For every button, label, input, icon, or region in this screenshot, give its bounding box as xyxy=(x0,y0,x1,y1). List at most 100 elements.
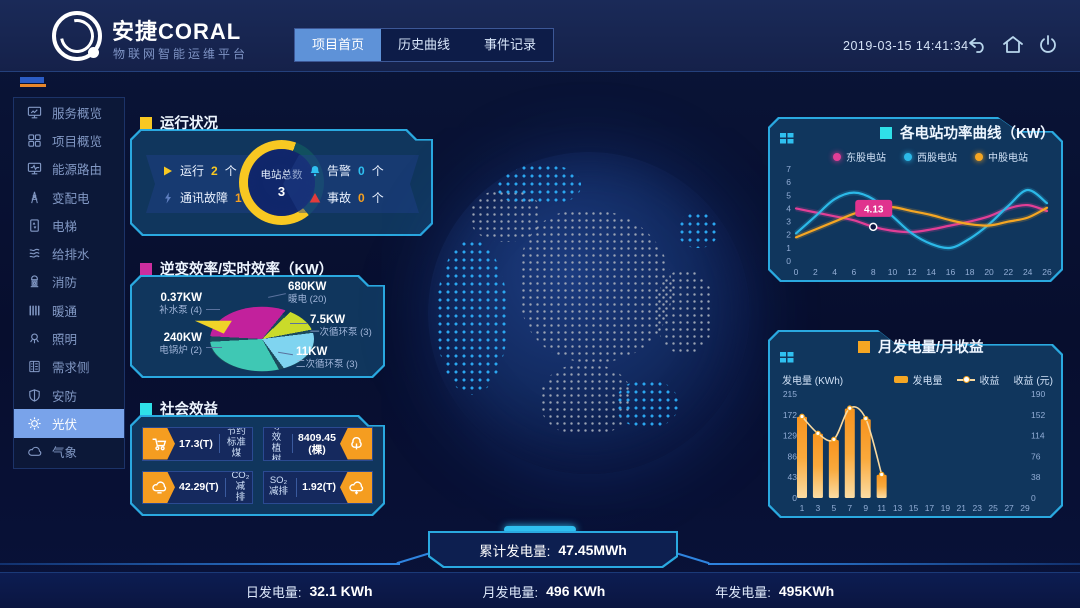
back-icon[interactable] xyxy=(966,33,990,57)
footer-accent-pill xyxy=(504,526,576,533)
co2-cloud-icon xyxy=(143,471,175,503)
sidebar-item-label: 气象 xyxy=(52,446,78,461)
donut-center-label: 电站总数 xyxy=(260,168,303,181)
monthly-bar-chart: 1 3 5 7 9 11 13 15 17 19 21 23 25 27 29215172129864301… xyxy=(783,389,1046,513)
svg-text:2: 2 xyxy=(813,267,818,277)
svg-text:5: 5 xyxy=(786,190,791,200)
legend-item-west[interactable]: 西股电站 xyxy=(904,149,957,164)
social-panel-title: 社会效益 xyxy=(140,398,218,419)
svg-text:152: 152 xyxy=(1031,410,1045,420)
svg-text:13: 13 xyxy=(893,503,903,513)
svg-text:26: 26 xyxy=(1042,267,1052,277)
social-panel: 17.3(T) 节约标准煤 等效植树 8409.45(棵) xyxy=(130,415,385,516)
sidebar-item-project-overview[interactable]: 项目概览 xyxy=(14,126,124,154)
tab-history-curve[interactable]: 历史曲线 xyxy=(398,37,451,52)
svg-text:20: 20 xyxy=(984,267,994,277)
svg-text:22: 22 xyxy=(1004,267,1014,277)
bell-icon xyxy=(309,165,321,177)
svg-text:4: 4 xyxy=(832,267,837,277)
demand-doc-icon xyxy=(29,361,40,373)
svg-text:76: 76 xyxy=(1031,451,1041,461)
svg-text:3: 3 xyxy=(786,217,791,227)
title-bullet-icon xyxy=(140,262,152,275)
sidebar-item-demand-side[interactable]: 需求侧 xyxy=(14,353,124,381)
sidebar-item-photovoltaic[interactable]: 光伏 xyxy=(14,409,124,438)
power-curve-title: 各电站功率曲线（KW） xyxy=(880,122,1055,143)
svg-text:2: 2 xyxy=(786,230,791,240)
bolt-icon xyxy=(162,192,174,204)
legend-item-generation[interactable]: 发电量 xyxy=(893,372,943,387)
legend-item-middle[interactable]: 中股电站 xyxy=(975,149,1028,164)
legend-item-revenue[interactable]: 收益 xyxy=(956,372,1000,387)
table-toolbox-icon[interactable] xyxy=(780,352,794,363)
social-chip-coal: 17.3(T) 节约标准煤 xyxy=(142,427,253,461)
inverter-panel-title: 逆变效率/实时效率（KW） xyxy=(140,258,333,279)
sidebar-item-label: 暖通 xyxy=(52,304,78,319)
light-icon xyxy=(30,333,39,344)
power-tower-icon xyxy=(31,191,38,203)
home-icon[interactable] xyxy=(1001,33,1025,57)
status-right-group: 告警 0 个 事故 0 个 xyxy=(283,155,419,213)
header-divider xyxy=(0,71,1080,72)
sidebar-item-energy-routing[interactable]: 能源路由 xyxy=(14,155,124,183)
svg-text:3: 3 xyxy=(816,503,821,513)
pie-label-secondary-pump: 11KW 二次循环泵 (3) xyxy=(296,346,358,371)
solar-icon xyxy=(28,417,41,430)
status-panel-title: 运行状况 xyxy=(140,112,218,133)
total-generation-label: 累计发电量: xyxy=(479,543,551,559)
sidebar-item-lighting[interactable]: 照明 xyxy=(14,324,124,352)
sidebar-item-power-distribution[interactable]: 变配电 xyxy=(14,183,124,211)
sidebar-item-security[interactable]: 安防 xyxy=(14,381,124,409)
sidebar-item-weather[interactable]: 气象 xyxy=(14,438,124,466)
grid-icon xyxy=(28,134,41,147)
station-total-donut: 电站总数 3 xyxy=(239,140,324,225)
table-toolbox-icon[interactable] xyxy=(780,133,794,144)
brand-logo-icon xyxy=(52,11,102,61)
sidebar-item-label: 服务概览 xyxy=(52,106,103,121)
sidebar-item-elevator[interactable]: 电梯 xyxy=(14,211,124,239)
svg-text:190: 190 xyxy=(1031,389,1045,399)
svg-text:9: 9 xyxy=(863,503,868,513)
water-layers-icon xyxy=(29,248,40,258)
y-left-axis-label: 发电量 (KWh) xyxy=(782,376,844,387)
svg-text:5: 5 xyxy=(831,503,836,513)
monthly-panel: 发电量 (KWh) 发电量 收益 收益 (元) 1 3 5 7 9 11 13 15 17 19 2… xyxy=(768,330,1063,518)
total-generation-value: 47.45MWh xyxy=(558,541,627,558)
svg-text:25: 25 xyxy=(988,503,998,513)
legend-item-east[interactable]: 东股电站 xyxy=(833,149,886,164)
y-right-axis-label: 收益 (元) xyxy=(1013,376,1053,387)
footer-line-left xyxy=(0,563,400,565)
sidebar: 服务概览 项目概览 能源路由 变配电 电梯 给排水 消防 暖通 xyxy=(13,97,125,469)
sidebar-item-label: 给排水 xyxy=(52,248,90,263)
svg-text:129: 129 xyxy=(783,431,797,441)
social-chip-so2: SO₂减排 1.92(T) xyxy=(262,470,373,504)
sidebar-item-label: 光伏 xyxy=(52,417,78,432)
svg-text:17: 17 xyxy=(925,503,935,513)
yearly-generation-stat: 年发电量: 495KWh xyxy=(715,583,835,600)
svg-text:0: 0 xyxy=(794,267,799,277)
svg-text:86: 86 xyxy=(788,451,798,461)
globe-visualization xyxy=(428,152,750,474)
footer-diagonal-left xyxy=(396,551,432,565)
title-bullet-icon xyxy=(140,402,152,415)
svg-text:4: 4 xyxy=(786,203,791,213)
tab-event-log[interactable]: 事件记录 xyxy=(484,37,537,52)
svg-text:7: 7 xyxy=(786,164,791,174)
monthly-title: 月发电量/月收益 xyxy=(858,336,984,357)
svg-text:6: 6 xyxy=(786,177,791,187)
svg-text:215: 215 xyxy=(783,389,797,399)
svg-text:6: 6 xyxy=(852,267,857,277)
sidebar-item-water-supply[interactable]: 给排水 xyxy=(14,239,124,267)
tab-project-home[interactable]: 项目首页 xyxy=(295,29,382,61)
power-icon[interactable] xyxy=(1036,33,1060,57)
sidebar-item-label: 照明 xyxy=(52,333,78,348)
sidebar-item-hvac[interactable]: 暖通 xyxy=(14,296,124,324)
sidebar-item-service-overview[interactable]: 服务概览 xyxy=(14,98,124,126)
footer-stats-bar: 日发电量: 32.1 KWh 月发电量: 496 KWh 年发电量: 495KWh xyxy=(0,572,1080,608)
svg-text:15: 15 xyxy=(909,503,919,513)
sidebar-item-label: 电梯 xyxy=(52,219,78,234)
weather-icon xyxy=(28,447,42,457)
sidebar-item-fire-protection[interactable]: 消防 xyxy=(14,268,124,296)
